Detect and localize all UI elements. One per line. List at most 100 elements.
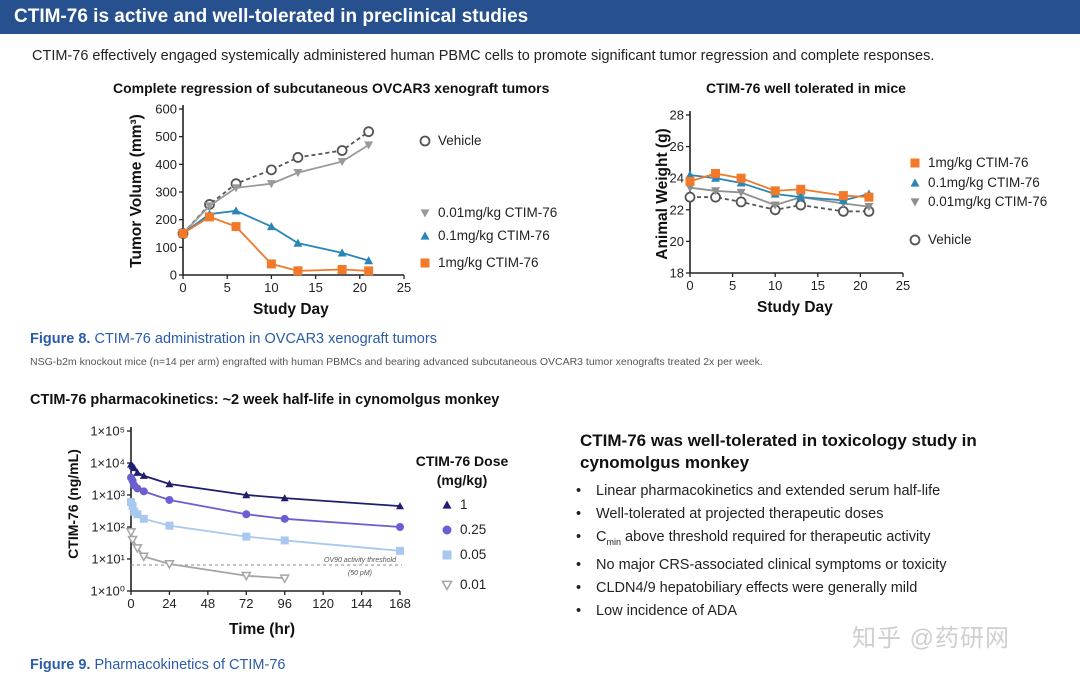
x-tick-label: 0	[179, 280, 186, 295]
data-point	[127, 535, 138, 546]
bullet-subscript: min	[606, 536, 621, 547]
data-point	[736, 188, 746, 197]
data-point	[266, 222, 276, 231]
chart3-xlabel: Time (hr)	[229, 621, 296, 638]
data-point	[265, 164, 277, 176]
legend-marker-icon	[419, 135, 431, 146]
data-point	[909, 234, 921, 245]
y-tick-label: 1×10⁴	[90, 456, 125, 471]
x-tick-label: 20	[853, 278, 867, 293]
x-tick-label: 5	[729, 278, 736, 293]
figure9-caption: Figure 9. Pharmacokinetics of CTIM-76	[30, 657, 285, 673]
legend-label: 1	[460, 497, 468, 512]
figure9-text: Pharmacokinetics of CTIM-76	[90, 657, 286, 673]
x-tick-label: 120	[312, 596, 334, 611]
data-point	[337, 157, 347, 167]
data-point	[796, 184, 806, 194]
x-tick-label: 144	[351, 596, 373, 611]
legend-item: 1mg/kg CTIM-76	[418, 255, 539, 270]
legend-item: Vehicle	[908, 232, 972, 247]
y-tick-label: 600	[155, 102, 177, 117]
legend-item: 1	[440, 497, 468, 512]
y-tick-label: 26	[670, 139, 684, 154]
data-point	[280, 494, 289, 502]
data-point	[293, 266, 303, 276]
data-point	[139, 514, 148, 523]
data-point	[280, 536, 289, 545]
legend-item: 0.01	[440, 577, 486, 592]
data-point	[735, 196, 747, 208]
x-tick-label: 25	[896, 278, 910, 293]
data-point	[711, 168, 721, 178]
data-point	[231, 222, 241, 232]
legend-item: 0.1mg/kg CTIM-76	[908, 175, 1040, 190]
y-tick-label: 500	[155, 129, 177, 144]
figure8-text: CTIM-76 administration in OVCAR3 xenogra…	[90, 331, 437, 347]
data-point	[364, 266, 374, 276]
data-point	[164, 560, 175, 570]
data-point	[420, 231, 430, 240]
legend-marker-icon	[442, 525, 452, 534]
data-point	[685, 184, 695, 193]
bullet-text: Low incidence of ADA	[596, 602, 738, 619]
data-point	[396, 546, 404, 555]
data-point	[910, 178, 920, 187]
legend-label: 0.01	[460, 577, 487, 592]
intro-text: CTIM-76 effectively engaged systemically…	[32, 48, 935, 64]
y-tick-label: 1×10⁵	[90, 424, 125, 439]
legend-item: 1mg/kg CTIM-76	[908, 155, 1029, 170]
legend-label: Vehicle	[928, 232, 972, 247]
legend-marker-icon	[420, 258, 430, 267]
data-point	[138, 552, 150, 563]
data-point	[165, 521, 174, 530]
data-point	[396, 502, 404, 510]
data-point	[442, 525, 452, 534]
legend-item: Vehicle	[418, 133, 482, 148]
data-point	[910, 158, 920, 167]
legend-marker-icon	[442, 550, 452, 559]
data-point	[685, 170, 695, 179]
data-point	[337, 248, 347, 257]
chart3-ylabel: CTIM-76 (ng/mL)	[65, 449, 81, 559]
y-tick-label: 400	[155, 157, 177, 172]
tox-bullets: Linear pharmacokinetics and extended ser…	[576, 480, 947, 623]
figure8-note: NSG-b2m knockout mice (n=14 per arm) eng…	[30, 356, 763, 368]
y-tick-label: 1×10²	[91, 520, 125, 535]
y-tick-label: 1×10⁰	[91, 584, 126, 599]
legend-label: 0.1mg/kg CTIM-76	[438, 228, 550, 243]
legend-marker-icon	[909, 234, 921, 245]
x-tick-label: 10	[264, 280, 278, 295]
chart2-xlabel: Study Day	[757, 299, 833, 316]
data-point	[441, 580, 453, 591]
legend-marker-icon	[910, 178, 920, 187]
y-tick-label: 20	[670, 234, 684, 249]
y-tick-label: 0	[170, 268, 177, 283]
y-tick-label: 28	[670, 108, 684, 123]
data-point	[364, 141, 374, 150]
bullet-text: Linear pharmacokinetics and extended ser…	[596, 483, 941, 499]
y-tick-label: 100	[155, 240, 177, 255]
x-tick-label: 15	[308, 280, 322, 295]
pk-section-title: CTIM-76 pharmacokinetics: ~2 week half-l…	[30, 392, 500, 408]
data-point	[266, 180, 276, 189]
x-tick-label: 24	[162, 596, 176, 611]
data-point	[442, 500, 452, 509]
pharmacokinetics-chart: 0 24 48 72 96 120 144 168 1×10⁰ 1×10¹ 1×10² 1×10³ 1×…	[90, 424, 411, 612]
x-tick-label: 0	[686, 278, 693, 293]
x-tick-label: 10	[768, 278, 782, 293]
chart1-ylabel: Tumor Volume (mm³)	[128, 114, 145, 268]
bullet-text: No major CRS-associated clinical symptom…	[596, 556, 947, 573]
x-tick-label: 25	[397, 280, 411, 295]
data-point	[133, 484, 142, 493]
legend-item: 0.1mg/kg CTIM-76	[418, 228, 550, 243]
chart1-title: Complete regression of subcutaneous OVCA…	[113, 80, 550, 96]
legend-label: 0.25	[460, 522, 487, 537]
data-point	[838, 191, 848, 201]
tox-bullet: Cmin above threshold required for therap…	[576, 526, 947, 554]
y-tick-label: 18	[670, 266, 684, 281]
tox-title: CTIM-76 was well-tolerated in toxicology…	[580, 431, 977, 472]
data-point	[420, 258, 430, 267]
data-point	[133, 468, 142, 476]
watermark: 知乎 @药研网	[852, 625, 1011, 652]
